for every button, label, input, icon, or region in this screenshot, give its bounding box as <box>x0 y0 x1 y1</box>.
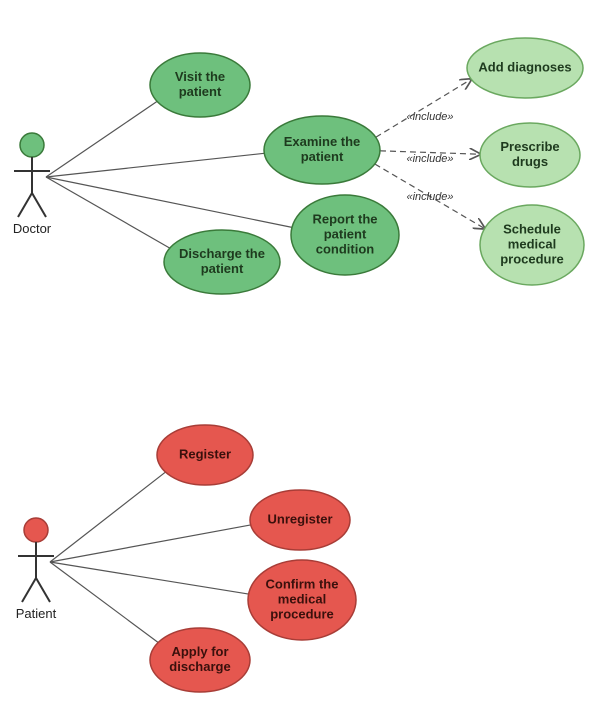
actor-label: Doctor <box>13 221 52 236</box>
usecase-label: Discharge the <box>179 246 265 261</box>
usecase-label: Unregister <box>267 511 332 526</box>
usecase-label: Visit the <box>175 69 225 84</box>
usecase-report: Report thepatientcondition <box>291 195 399 275</box>
usecase-label: patient <box>179 84 222 99</box>
usecase-prescribe: Prescribedrugs <box>480 123 580 187</box>
association-edge <box>46 101 157 177</box>
usecase-apply: Apply fordischarge <box>150 628 250 692</box>
actor-label: Patient <box>16 606 57 621</box>
usecase-label: procedure <box>270 606 334 621</box>
association-edge <box>46 177 170 248</box>
association-edges <box>46 101 292 642</box>
include-label: «include» <box>406 111 453 123</box>
usecase-confirm: Confirm themedicalprocedure <box>248 560 356 640</box>
actors: Doctor Patient <box>13 133 57 621</box>
include-edges: «include» «include» «include» <box>375 79 485 228</box>
usecase-label: condition <box>316 241 375 256</box>
association-edge <box>50 562 249 594</box>
include-edge <box>376 79 471 137</box>
usecase-label: patient <box>301 149 344 164</box>
usecase-label: Register <box>179 446 231 461</box>
usecase-register: Register <box>157 425 253 485</box>
use-cases: Visit thepatientExamine thepatientReport… <box>150 38 584 692</box>
association-edge <box>50 472 165 562</box>
usecase-label: patient <box>324 226 367 241</box>
usecase-schedule: Schedulemedicalprocedure <box>480 205 584 285</box>
usecase-label: Report the <box>313 211 378 226</box>
usecase-label: medical <box>508 236 556 251</box>
include-label: «include» <box>406 191 453 203</box>
usecase-label: drugs <box>512 154 548 169</box>
association-edge <box>46 153 264 177</box>
usecase-label: medical <box>278 591 326 606</box>
usecase-examine: Examine thepatient <box>264 116 380 184</box>
usecase-label: Prescribe <box>500 139 559 154</box>
usecase-label: Apply for <box>171 644 228 659</box>
association-edge <box>50 525 251 562</box>
association-edge <box>46 177 292 227</box>
association-edge <box>50 562 158 642</box>
actor-head-icon <box>20 133 44 157</box>
actor-patient: Patient <box>16 518 57 621</box>
usecase-unregister: Unregister <box>250 490 350 550</box>
include-label: «include» <box>406 153 453 165</box>
usecase-visit: Visit thepatient <box>150 53 250 117</box>
usecase-label: procedure <box>500 251 564 266</box>
usecase-discharge: Discharge thepatient <box>164 230 280 294</box>
usecase-label: Schedule <box>503 221 561 236</box>
usecase-label: Confirm the <box>266 576 339 591</box>
use-case-diagram: «include»«include»«include»Visit thepati… <box>0 0 612 707</box>
usecase-label: Examine the <box>284 134 361 149</box>
usecase-label: Add diagnoses <box>478 59 571 74</box>
usecase-label: patient <box>201 261 244 276</box>
usecase-adddiag: Add diagnoses <box>467 38 583 98</box>
usecase-label: discharge <box>169 659 230 674</box>
actor-doctor: Doctor <box>13 133 52 236</box>
actor-head-icon <box>24 518 48 542</box>
